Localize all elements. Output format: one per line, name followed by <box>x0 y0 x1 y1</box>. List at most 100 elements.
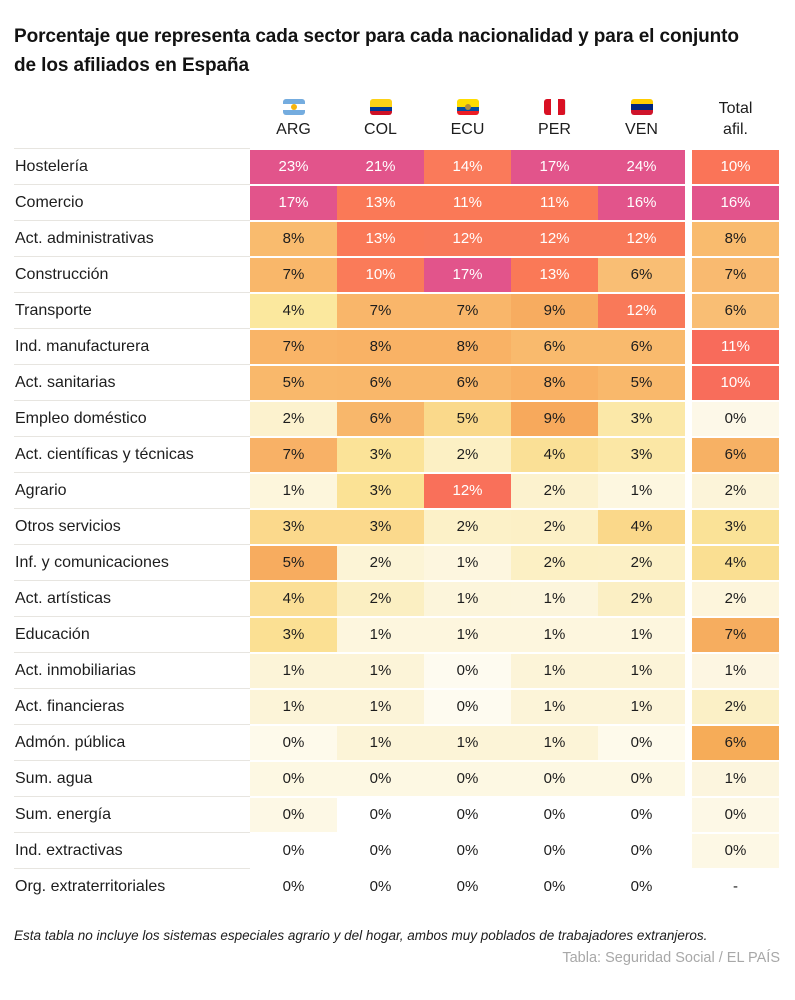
credit: Tabla: Seguridad Social / EL PAÍS <box>562 950 780 966</box>
column-gap <box>685 220 692 256</box>
value-cell-total: 6% <box>692 436 779 472</box>
value-cell-total: 2% <box>692 580 779 616</box>
table-row: Act. sanitarias 5% 6% 6% 8% 5% 10% <box>14 364 781 400</box>
value-cell-ecu: 14% <box>424 148 511 184</box>
column-gap <box>685 796 692 832</box>
value-cell-ecu: 7% <box>424 292 511 328</box>
column-code: ARG <box>276 121 311 138</box>
value-cell-ecu: 12% <box>424 220 511 256</box>
value-cell-total: 10% <box>692 148 779 184</box>
value-cell-per: 1% <box>511 688 598 724</box>
value-cell-ven: 2% <box>598 544 685 580</box>
row-label: Empleo doméstico <box>14 400 250 436</box>
value-cell-per: 11% <box>511 184 598 220</box>
row-label: Otros servicios <box>14 508 250 544</box>
value-cell-arg: 0% <box>250 796 337 832</box>
value-cell-per: 2% <box>511 472 598 508</box>
value-cell-ecu: 8% <box>424 328 511 364</box>
column-gap <box>685 652 692 688</box>
row-label: Comercio <box>14 184 250 220</box>
value-cell-per: 17% <box>511 148 598 184</box>
value-cell-ven: 1% <box>598 616 685 652</box>
value-cell-ecu: 2% <box>424 508 511 544</box>
row-label: Ind. manufacturera <box>14 328 250 364</box>
value-cell-ven: 2% <box>598 580 685 616</box>
row-label: Inf. y comunicaciones <box>14 544 250 580</box>
value-cell-col: 1% <box>337 616 424 652</box>
row-label: Act. artísticas <box>14 580 250 616</box>
value-cell-ecu: 1% <box>424 724 511 760</box>
column-header-ven: VEN <box>598 99 685 140</box>
value-cell-arg: 23% <box>250 148 337 184</box>
column-gap <box>685 148 692 184</box>
table-row: Act. administrativas 8% 13% 12% 12% 12% 8% <box>14 220 781 256</box>
table-row: Construcción 7% 10% 17% 13% 6% 7% <box>14 256 781 292</box>
value-cell-col: 7% <box>337 292 424 328</box>
heatmap-table: ARG COL ECU PER VEN Total afil. Hostelería 23% 2… <box>14 98 781 904</box>
value-cell-ven: 1% <box>598 688 685 724</box>
table-row: Inf. y comunicaciones 5% 2% 1% 2% 2% 4% <box>14 544 781 580</box>
value-cell-per: 1% <box>511 724 598 760</box>
value-cell-ven: 3% <box>598 436 685 472</box>
row-label: Act. administrativas <box>14 220 250 256</box>
column-gap <box>685 256 692 292</box>
value-cell-arg: 7% <box>250 256 337 292</box>
value-cell-col: 6% <box>337 400 424 436</box>
value-cell-col: 8% <box>337 328 424 364</box>
value-cell-ven: 3% <box>598 400 685 436</box>
value-cell-ven: 0% <box>598 868 685 904</box>
value-cell-col: 1% <box>337 652 424 688</box>
table-row: Ind. extractivas 0% 0% 0% 0% 0% 0% <box>14 832 781 868</box>
value-cell-col: 0% <box>337 832 424 868</box>
value-cell-total: 0% <box>692 832 779 868</box>
value-cell-ecu: 11% <box>424 184 511 220</box>
value-cell-col: 3% <box>337 508 424 544</box>
value-cell-per: 2% <box>511 508 598 544</box>
column-gap <box>685 184 692 220</box>
value-cell-total: - <box>692 868 779 904</box>
table-row: Act. científicas y técnicas 7% 3% 2% 4% 3% 6% <box>14 436 781 472</box>
value-cell-arg: 1% <box>250 652 337 688</box>
column-gap <box>685 724 692 760</box>
value-cell-per: 4% <box>511 436 598 472</box>
column-code: VEN <box>625 121 658 138</box>
value-cell-col: 3% <box>337 436 424 472</box>
value-cell-ecu: 0% <box>424 868 511 904</box>
value-cell-ven: 12% <box>598 220 685 256</box>
value-cell-total: 1% <box>692 652 779 688</box>
column-gap <box>685 328 692 364</box>
value-cell-per: 0% <box>511 832 598 868</box>
column-gap <box>685 472 692 508</box>
value-cell-per: 8% <box>511 364 598 400</box>
column-gap <box>685 508 692 544</box>
chart-card: Porcentaje que representa cada sector pa… <box>14 26 781 966</box>
value-cell-per: 1% <box>511 652 598 688</box>
table-body: Hostelería 23% 21% 14% 17% 24% 10% Comercio 17% 1… <box>14 148 781 904</box>
value-cell-ecu: 0% <box>424 760 511 796</box>
value-cell-col: 6% <box>337 364 424 400</box>
value-cell-ven: 0% <box>598 832 685 868</box>
value-cell-ecu: 0% <box>424 796 511 832</box>
value-cell-arg: 4% <box>250 292 337 328</box>
value-cell-arg: 0% <box>250 760 337 796</box>
value-cell-ven: 5% <box>598 364 685 400</box>
table-row: Comercio 17% 13% 11% 11% 16% 16% <box>14 184 781 220</box>
column-gap <box>685 688 692 724</box>
value-cell-arg: 3% <box>250 508 337 544</box>
value-cell-ven: 1% <box>598 472 685 508</box>
table-row: Org. extraterritoriales 0% 0% 0% 0% 0% - <box>14 868 781 904</box>
row-label: Act. científicas y técnicas <box>14 436 250 472</box>
table-row: Otros servicios 3% 3% 2% 2% 4% 3% <box>14 508 781 544</box>
table-row: Act. financieras 1% 1% 0% 1% 1% 2% <box>14 688 781 724</box>
row-label: Hostelería <box>14 148 250 184</box>
table-row: Ind. manufacturera 7% 8% 8% 6% 6% 11% <box>14 328 781 364</box>
row-label: Transporte <box>14 292 250 328</box>
value-cell-ecu: 17% <box>424 256 511 292</box>
peru-flag-icon <box>543 99 566 115</box>
footnote: Esta tabla no incluye los sistemas espec… <box>14 928 708 943</box>
value-cell-ecu: 0% <box>424 652 511 688</box>
value-cell-arg: 5% <box>250 544 337 580</box>
value-cell-total: 6% <box>692 292 779 328</box>
value-cell-ven: 16% <box>598 184 685 220</box>
row-label: Sum. agua <box>14 760 250 796</box>
